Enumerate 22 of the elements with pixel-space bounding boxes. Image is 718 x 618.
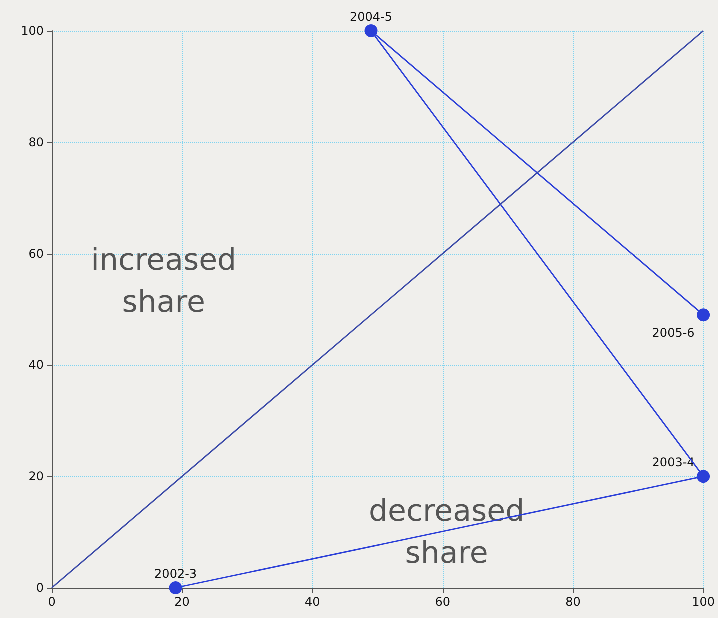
y-tick-label: 100 xyxy=(21,24,44,38)
annotation: 2004-5 xyxy=(350,10,393,24)
point xyxy=(169,582,182,594)
x-tick-label: 100 xyxy=(692,595,715,609)
annotation: increased share xyxy=(91,243,237,320)
y-tick-label: 40 xyxy=(28,358,44,372)
x-tick-label: 0 xyxy=(48,595,56,609)
x-tick-label: 80 xyxy=(566,595,581,609)
y-tick-label: 80 xyxy=(28,135,44,150)
y-tick-label: 60 xyxy=(28,246,44,261)
annotation: decreased share xyxy=(368,494,525,571)
point xyxy=(697,308,710,322)
x-tick-label: 60 xyxy=(435,595,451,609)
x-tick-label: 40 xyxy=(304,595,320,609)
annotation: 2002-3 xyxy=(154,567,198,581)
y-tick-label: 0 xyxy=(36,581,44,595)
point xyxy=(697,470,710,484)
annotation: 2005-6 xyxy=(652,326,695,340)
annotation: 2003-4 xyxy=(652,456,695,470)
y-tick-label: 20 xyxy=(28,470,44,484)
point xyxy=(364,24,378,38)
x-tick-label: 20 xyxy=(174,595,190,609)
